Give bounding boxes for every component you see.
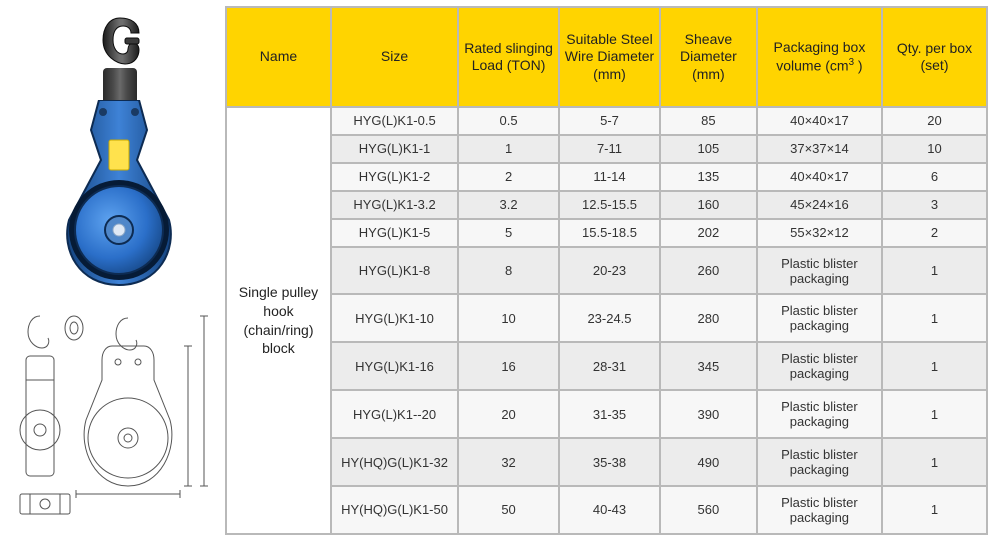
cell-pack: 45×24×16 xyxy=(757,191,882,219)
table-row: HYG(L)K1-101023-24.5280Plastic blister p… xyxy=(226,294,987,342)
cell-pack: Plastic blister packaging xyxy=(757,294,882,342)
cell-rated: 10 xyxy=(458,294,559,342)
cell-qty: 10 xyxy=(882,135,987,163)
cell-size: HYG(L)K1-2 xyxy=(331,163,458,191)
cell-pack: Plastic blister packaging xyxy=(757,390,882,438)
cell-qty: 1 xyxy=(882,438,987,486)
cell-sheave: 85 xyxy=(660,107,757,135)
cell-pack: Plastic blister packaging xyxy=(757,342,882,390)
col-rated: Rated slinging Load (TON) xyxy=(458,7,559,107)
cell-size: HY(HQ)G(L)K1-50 xyxy=(331,486,458,534)
cell-wire: 12.5-15.5 xyxy=(559,191,660,219)
spec-table-wrap: Name Size Rated slinging Load (TON) Suit… xyxy=(225,0,1000,541)
cell-qty: 1 xyxy=(882,486,987,534)
cell-rated: 50 xyxy=(458,486,559,534)
col-qty: Qty. per box (set) xyxy=(882,7,987,107)
cell-size: HYG(L)K1-8 xyxy=(331,247,458,295)
name-cell: Single pulley hook (chain/ring) block xyxy=(226,107,331,534)
cell-sheave: 280 xyxy=(660,294,757,342)
cell-rated: 20 xyxy=(458,390,559,438)
product-visuals xyxy=(0,0,225,541)
table-row: HYG(L)K1-2211-1413540×40×176 xyxy=(226,163,987,191)
col-wire: Suitable Steel Wire Diameter (mm) xyxy=(559,7,660,107)
cell-sheave: 390 xyxy=(660,390,757,438)
cell-wire: 23-24.5 xyxy=(559,294,660,342)
cell-pack: Plastic blister packaging xyxy=(757,438,882,486)
pulley-body-icon xyxy=(59,100,179,290)
table-row: HYG(L)K1--202031-35390Plastic blister pa… xyxy=(226,390,987,438)
cell-qty: 6 xyxy=(882,163,987,191)
cell-qty: 3 xyxy=(882,191,987,219)
cell-pack: 37×37×14 xyxy=(757,135,882,163)
spec-table: Name Size Rated slinging Load (TON) Suit… xyxy=(225,6,988,535)
cell-pack: 55×32×12 xyxy=(757,219,882,247)
cell-qty: 1 xyxy=(882,247,987,295)
cell-rated: 2 xyxy=(458,163,559,191)
cell-sheave: 260 xyxy=(660,247,757,295)
cell-wire: 15.5-18.5 xyxy=(559,219,660,247)
cell-wire: 5-7 xyxy=(559,107,660,135)
cell-size: HYG(L)K1-10 xyxy=(331,294,458,342)
cell-rated: 8 xyxy=(458,247,559,295)
cell-rated: 0.5 xyxy=(458,107,559,135)
cell-pack: 40×40×17 xyxy=(757,107,882,135)
cell-size: HYG(L)K1-5 xyxy=(331,219,458,247)
cell-sheave: 490 xyxy=(660,438,757,486)
cell-pack: Plastic blister packaging xyxy=(757,247,882,295)
cell-size: HYG(L)K1-1 xyxy=(331,135,458,163)
cell-size: HYG(L)K1--20 xyxy=(331,390,458,438)
table-row: HYG(L)K1-8820-23260Plastic blister packa… xyxy=(226,247,987,295)
cell-qty: 1 xyxy=(882,390,987,438)
cell-size: HYG(L)K1-16 xyxy=(331,342,458,390)
cell-qty: 1 xyxy=(882,342,987,390)
cell-size: HYG(L)K1-0.5 xyxy=(331,107,458,135)
hook-icon xyxy=(95,16,145,76)
cell-rated: 1 xyxy=(458,135,559,163)
col-sheave: Sheave Diameter (mm) xyxy=(660,7,757,107)
table-row: HYG(L)K1-5515.5-18.520255×32×122 xyxy=(226,219,987,247)
table-row: HYG(L)K1-161628-31345Plastic blister pac… xyxy=(226,342,987,390)
cell-size: HYG(L)K1-3.2 xyxy=(331,191,458,219)
cell-qty: 2 xyxy=(882,219,987,247)
cell-sheave: 345 xyxy=(660,342,757,390)
cell-qty: 1 xyxy=(882,294,987,342)
cell-sheave: 105 xyxy=(660,135,757,163)
cell-size: HY(HQ)G(L)K1-32 xyxy=(331,438,458,486)
table-row: HYG(L)K1-117-1110537×37×1410 xyxy=(226,135,987,163)
col-name: Name xyxy=(226,7,331,107)
table-row: HY(HQ)G(L)K1-323235-38490Plastic blister… xyxy=(226,438,987,486)
cell-wire: 31-35 xyxy=(559,390,660,438)
table-row: HY(HQ)G(L)K1-505040-43560Plastic blister… xyxy=(226,486,987,534)
technical-diagram xyxy=(12,310,222,520)
col-size: Size xyxy=(331,7,458,107)
cell-rated: 16 xyxy=(458,342,559,390)
cell-sheave: 202 xyxy=(660,219,757,247)
cell-wire: 11-14 xyxy=(559,163,660,191)
table-row: Single pulley hook (chain/ring) blockHYG… xyxy=(226,107,987,135)
cell-rated: 5 xyxy=(458,219,559,247)
cell-wire: 28-31 xyxy=(559,342,660,390)
cell-pack: Plastic blister packaging xyxy=(757,486,882,534)
cell-sheave: 560 xyxy=(660,486,757,534)
cell-rated: 32 xyxy=(458,438,559,486)
cell-wire: 7-11 xyxy=(559,135,660,163)
cell-sheave: 160 xyxy=(660,191,757,219)
table-row: HYG(L)K1-3.23.212.5-15.516045×24×163 xyxy=(226,191,987,219)
cell-sheave: 135 xyxy=(660,163,757,191)
product-photo xyxy=(37,10,187,300)
cell-qty: 20 xyxy=(882,107,987,135)
cell-wire: 40-43 xyxy=(559,486,660,534)
col-pack: Packaging box volume (cm3 ) xyxy=(757,7,882,107)
cell-rated: 3.2 xyxy=(458,191,559,219)
cell-wire: 20-23 xyxy=(559,247,660,295)
cell-pack: 40×40×17 xyxy=(757,163,882,191)
cell-wire: 35-38 xyxy=(559,438,660,486)
header-row: Name Size Rated slinging Load (TON) Suit… xyxy=(226,7,987,107)
